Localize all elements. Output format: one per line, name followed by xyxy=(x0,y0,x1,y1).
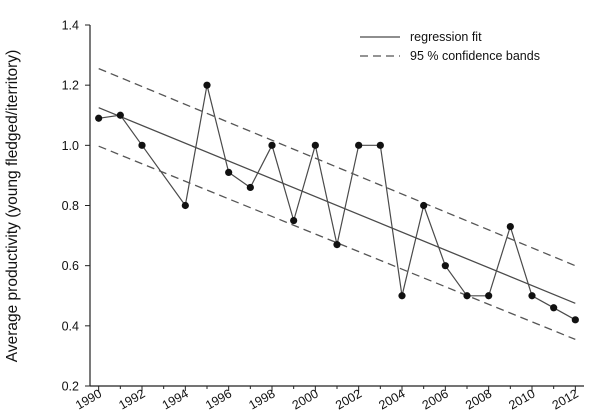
x-tick-label: 1996 xyxy=(203,386,234,412)
y-tick-label: 0.8 xyxy=(62,199,79,213)
confidence-band-lower-line xyxy=(98,145,576,341)
data-point xyxy=(355,141,363,149)
y-axis-label: Average productivity (young fledged/iter… xyxy=(4,50,21,362)
y-tick-label: 1.4 xyxy=(62,19,79,33)
y-tick-label: 0.4 xyxy=(62,319,79,333)
data-markers xyxy=(95,81,579,324)
data-point xyxy=(116,111,124,119)
data-point xyxy=(311,141,319,149)
y-tick-label: 1.2 xyxy=(62,79,79,93)
x-tick-label: 1994 xyxy=(160,386,191,412)
x-tick-label: 2004 xyxy=(376,386,407,412)
data-point xyxy=(398,292,406,300)
data-point xyxy=(376,141,384,149)
plot-lines xyxy=(98,67,576,341)
data-series-line xyxy=(98,85,576,321)
x-tick-label: 2012 xyxy=(550,386,581,412)
legend: regression fit 95 % confidence bands xyxy=(360,30,540,63)
data-point xyxy=(485,292,493,300)
data-point xyxy=(463,292,471,300)
x-tick-label: 1992 xyxy=(116,386,147,412)
x-tick-label: 2006 xyxy=(420,386,451,412)
data-point xyxy=(420,201,428,210)
data-point xyxy=(333,241,341,249)
regression-fit-line xyxy=(98,107,576,304)
ticks xyxy=(85,24,576,391)
data-point xyxy=(550,304,558,312)
x-tick-label: 2000 xyxy=(290,386,321,412)
x-tick-label: 2002 xyxy=(333,386,364,412)
data-point xyxy=(95,114,103,122)
confidence-band-upper-line xyxy=(98,67,576,267)
x-tick-label: 2010 xyxy=(506,386,537,412)
data-point xyxy=(441,262,449,270)
y-tick-label: 0.2 xyxy=(62,380,79,394)
data-point xyxy=(528,292,536,300)
data-point xyxy=(571,316,579,324)
y-tick-label: 0.6 xyxy=(62,259,79,273)
data-point xyxy=(246,183,254,192)
x-tick-label: 1998 xyxy=(246,386,277,412)
legend-label-confidence: 95 % confidence bands xyxy=(410,49,540,63)
data-point xyxy=(181,201,189,210)
data-point xyxy=(138,141,146,149)
y-tick-label: 1.0 xyxy=(62,139,79,153)
legend-label-regression: regression fit xyxy=(410,30,482,44)
data-point xyxy=(506,222,514,231)
x-tick-label: 2008 xyxy=(463,386,494,412)
data-point xyxy=(268,141,276,149)
data-point xyxy=(203,81,211,89)
data-point xyxy=(225,168,233,177)
data-point xyxy=(290,216,298,225)
